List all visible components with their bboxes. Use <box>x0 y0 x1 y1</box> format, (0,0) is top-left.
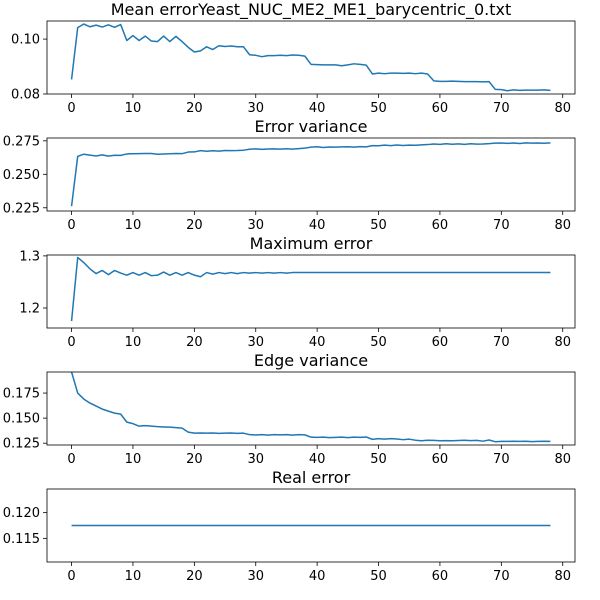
x-tick-label: 60 <box>432 101 449 116</box>
x-tick-label: 50 <box>370 452 387 467</box>
x-tick-label: 0 <box>67 569 75 584</box>
x-tick-label: 30 <box>247 101 264 116</box>
x-tick-label: 40 <box>309 452 326 467</box>
x-tick-label: 80 <box>554 218 571 233</box>
x-tick-label: 20 <box>186 569 203 584</box>
x-tick-label: 50 <box>370 101 387 116</box>
x-tick-label: 30 <box>247 452 264 467</box>
x-tick-label: 0 <box>67 101 75 116</box>
x-tick-label: 60 <box>432 569 449 584</box>
x-tick-label: 70 <box>493 452 510 467</box>
y-tick-label: 0.115 <box>3 532 40 547</box>
x-tick-label: 10 <box>125 218 142 233</box>
chart-panel-4: Edge variance 0 10 20 30 40 50 60 70 80 0.125 0.150… <box>3 351 576 467</box>
x-tick-label: 70 <box>493 101 510 116</box>
chart-panel-2: Error variance 0 10 20 30 40 50 60 70 80 0.225 0.25… <box>3 117 576 233</box>
chart-title: Real error <box>272 468 351 487</box>
x-tick-label: 0 <box>67 452 75 467</box>
x-tick-label: 70 <box>493 569 510 584</box>
x-tick-label: 20 <box>186 218 203 233</box>
x-tick-label: 0 <box>67 335 75 350</box>
plot-frame <box>46 137 576 212</box>
plot-frame <box>46 371 576 446</box>
x-tick-label: 10 <box>125 452 142 467</box>
plot-frame <box>46 488 576 563</box>
x-tick-label: 40 <box>309 569 326 584</box>
chart-panel-1: Mean errorYeast_NUC_ME2_ME1_barycentric_… <box>11 0 576 116</box>
chart-panel-5: Real error 0 10 20 30 40 50 60 70 80 0.115 0.120 <box>3 468 576 584</box>
chart-title: Mean errorYeast_NUC_ME2_ME1_barycentric_… <box>111 0 512 20</box>
y-tick-label: 0.120 <box>3 506 40 521</box>
x-tick-label: 10 <box>125 101 142 116</box>
x-tick-label: 20 <box>186 452 203 467</box>
y-tick-label: 0.125 <box>3 437 40 452</box>
x-tick-label: 40 <box>309 101 326 116</box>
x-tick-label: 30 <box>247 335 264 350</box>
x-tick-label: 40 <box>309 335 326 350</box>
y-tick-label: 1.2 <box>19 301 40 316</box>
x-tick-label: 80 <box>554 101 571 116</box>
x-tick-label: 10 <box>125 335 142 350</box>
x-tick-label: 50 <box>370 569 387 584</box>
x-tick-label: 30 <box>247 218 264 233</box>
x-tick-label: 20 <box>186 101 203 116</box>
plot-frame <box>46 20 576 95</box>
series-line <box>70 23 551 92</box>
y-tick-label: 1.3 <box>19 249 40 264</box>
x-tick-label: 70 <box>493 335 510 350</box>
x-tick-label: 50 <box>370 218 387 233</box>
y-tick-label: 0.150 <box>3 412 40 427</box>
series-line <box>70 371 551 443</box>
x-tick-label: 70 <box>493 218 510 233</box>
series-line <box>70 256 551 322</box>
y-tick-label: 0.08 <box>11 88 40 103</box>
x-tick-label: 80 <box>554 569 571 584</box>
x-tick-label: 80 <box>554 452 571 467</box>
chart-title: Maximum error <box>250 234 373 253</box>
x-tick-label: 60 <box>432 335 449 350</box>
plot-frame <box>46 254 576 329</box>
x-tick-label: 20 <box>186 335 203 350</box>
y-tick-label: 0.10 <box>11 33 40 48</box>
x-tick-label: 30 <box>247 569 264 584</box>
chart-panel-3: Maximum error 0 10 20 30 40 50 60 70 80 1.2 1.3 <box>19 234 576 350</box>
x-tick-label: 50 <box>370 335 387 350</box>
series-line <box>70 142 551 207</box>
y-tick-label: 0.275 <box>3 134 40 149</box>
x-tick-label: 80 <box>554 335 571 350</box>
chart-title: Edge variance <box>254 351 368 370</box>
y-tick-label: 0.175 <box>3 387 40 402</box>
y-tick-label: 0.250 <box>3 168 40 183</box>
x-tick-label: 40 <box>309 218 326 233</box>
x-tick-label: 0 <box>67 218 75 233</box>
chart-title: Error variance <box>255 117 368 136</box>
x-tick-label: 10 <box>125 569 142 584</box>
x-tick-label: 60 <box>432 218 449 233</box>
x-tick-label: 60 <box>432 452 449 467</box>
y-tick-label: 0.225 <box>3 201 40 216</box>
